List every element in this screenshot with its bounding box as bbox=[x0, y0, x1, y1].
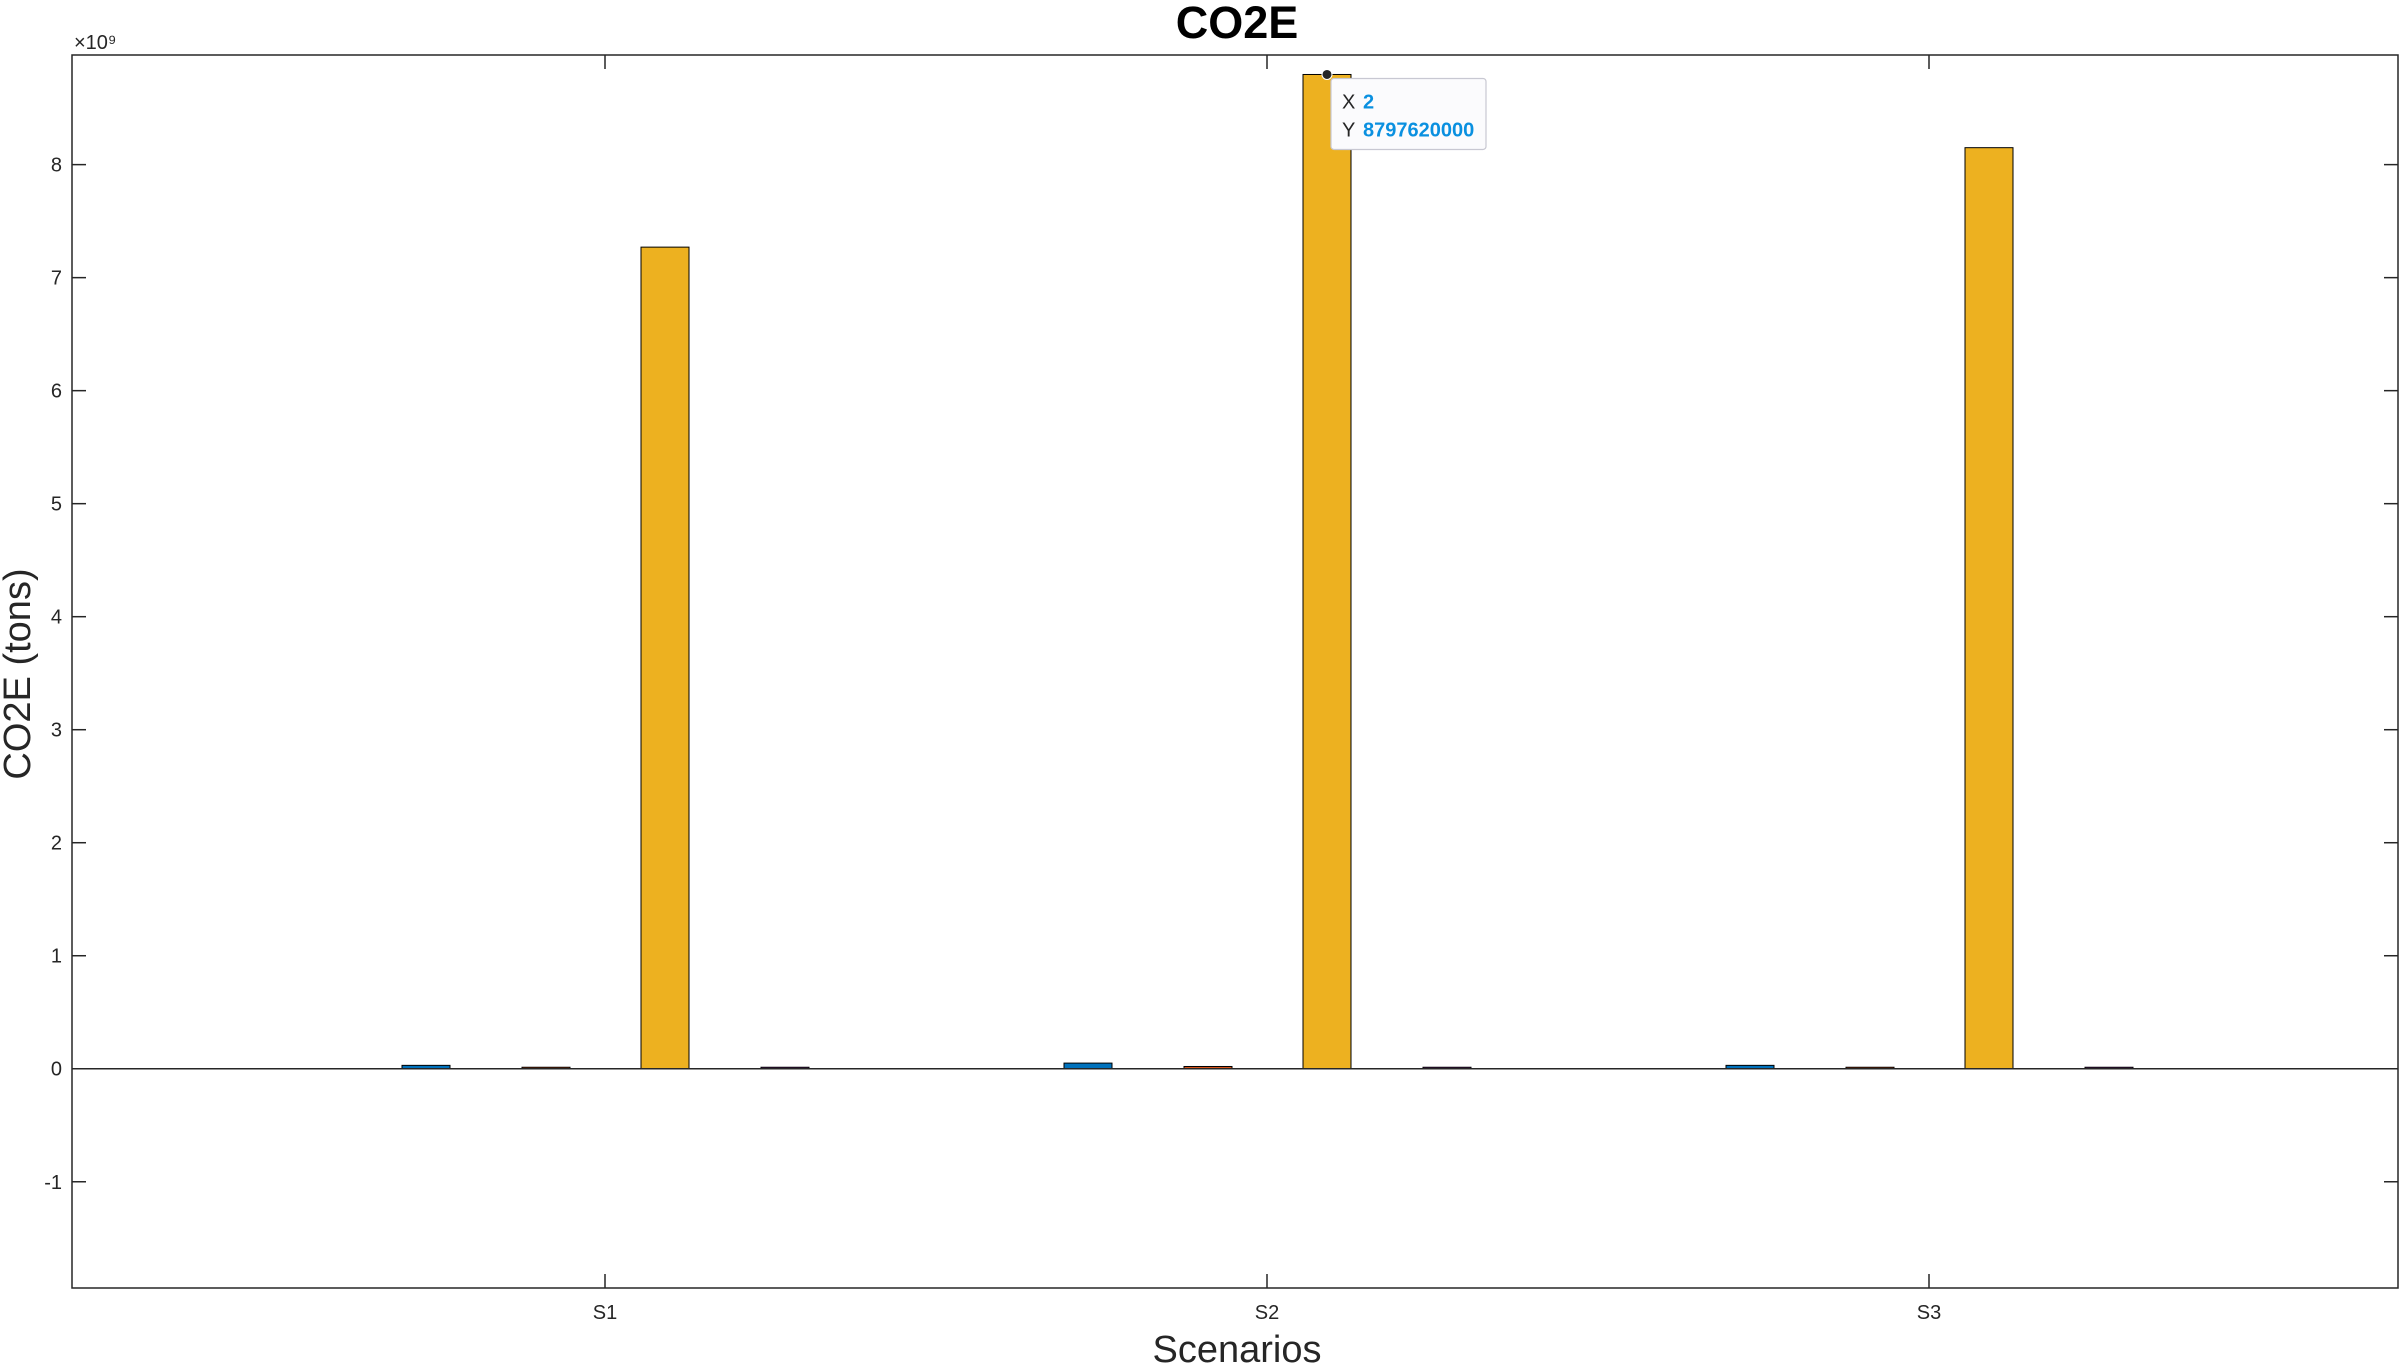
y-tick-label: 3 bbox=[51, 720, 62, 742]
datatip-x-label: X bbox=[1342, 91, 1355, 113]
datatip-y-value: 8797620000 bbox=[1363, 119, 1474, 141]
datatip-box[interactable] bbox=[1330, 77, 1487, 151]
bar-s2-series-3[interactable] bbox=[1302, 73, 1352, 1070]
y-tick-label: -1 bbox=[44, 1172, 62, 1194]
datatip-y-label: Y bbox=[1342, 119, 1355, 141]
chart-title: CO2E bbox=[1176, 0, 1299, 48]
y-tick-label: 2 bbox=[51, 833, 62, 855]
y-tick-label: 8 bbox=[51, 155, 62, 177]
x-tick-label: S2 bbox=[1255, 1302, 1279, 1324]
y-tick-label: 6 bbox=[51, 381, 62, 403]
plot-area bbox=[71, 54, 2399, 1289]
bar-s3-series-3[interactable] bbox=[1964, 147, 2014, 1070]
datatip-x-value: 2 bbox=[1363, 91, 1374, 113]
y-tick-label: 7 bbox=[51, 268, 62, 290]
y-tick-label: 5 bbox=[51, 494, 62, 516]
bar-s2-series-1[interactable] bbox=[1063, 1062, 1113, 1070]
y-tick-label: 1 bbox=[51, 946, 62, 968]
x-tick-label: S3 bbox=[1917, 1302, 1941, 1324]
y-tick-label: 0 bbox=[51, 1059, 62, 1081]
y-tick-label: 4 bbox=[51, 607, 62, 629]
datatip-marker[interactable] bbox=[1321, 68, 1333, 80]
x-tick-label: S1 bbox=[593, 1302, 617, 1324]
bar-s1-series-3[interactable] bbox=[640, 246, 690, 1070]
y-axis-exponent: ×10⁹ bbox=[74, 32, 117, 54]
x-axis-label: Scenarios bbox=[1153, 1329, 1322, 1365]
y-axis-label: CO2E (tons) bbox=[0, 568, 39, 779]
